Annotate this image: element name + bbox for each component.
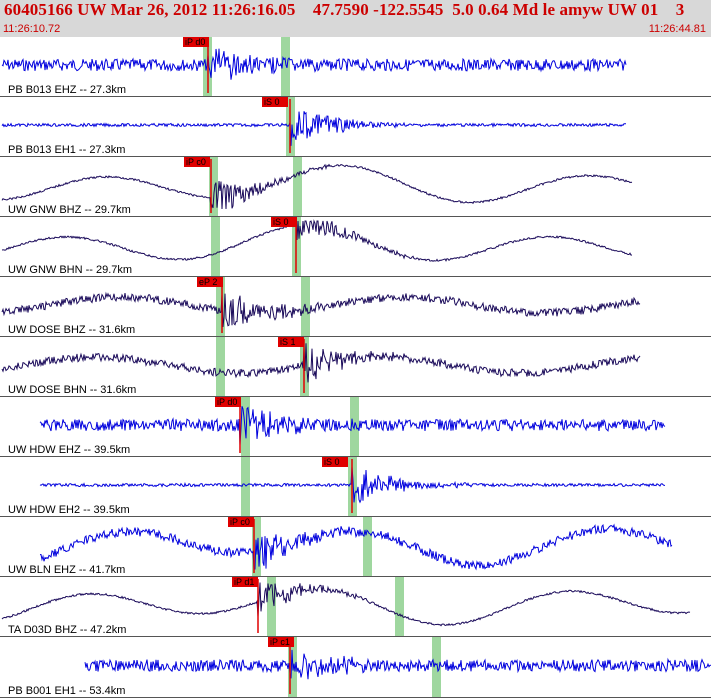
station-label: TA D03D BHZ -- 47.2km	[8, 624, 126, 636]
waveform	[1, 582, 691, 627]
station-label: PB B001 EH1 -- 53.4km	[8, 685, 125, 697]
pick-label: iP d1	[234, 577, 254, 587]
pick-label: iS 0	[273, 217, 289, 227]
pick-label: iP c0	[186, 157, 206, 167]
pick-label-box[interactable]	[228, 517, 254, 527]
pick-window	[241, 397, 250, 456]
station-label: UW HDW EH2 -- 39.5km	[8, 504, 130, 516]
waveform	[39, 406, 666, 446]
waveform	[1, 163, 633, 210]
pick-label-box[interactable]	[215, 397, 241, 407]
trace-panel[interactable]: iS 1 UW DOSE BHN -- 31.6km	[0, 337, 711, 397]
station-label: PB B013 EH1 -- 27.3km	[8, 144, 125, 156]
pick-label-box[interactable]	[184, 157, 210, 167]
end-time-label: 11:26:44.81	[648, 23, 706, 35]
pick-label: iP c1	[270, 637, 290, 647]
event-title: 60405166 UW Mar 26, 2012 11:26:16.05 47.…	[4, 0, 685, 19]
trace-panel[interactable]: iS 0 UW GNW BHN -- 29.7km	[0, 217, 711, 277]
pick-label-box[interactable]	[262, 97, 288, 107]
waveform	[1, 343, 641, 383]
pick-label-box[interactable]	[322, 457, 348, 467]
trace-panel[interactable]: iP d1 TA D03D BHZ -- 47.2km	[0, 577, 711, 637]
pick-label-box[interactable]	[271, 217, 297, 227]
waveform	[1, 111, 627, 146]
pick-window	[293, 157, 302, 216]
pick-window	[267, 577, 276, 636]
station-label: UW DOSE BHN -- 31.6km	[8, 384, 136, 396]
pick-label: iS 0	[264, 97, 280, 107]
pick-label: eP 2	[199, 277, 217, 287]
trace-panel[interactable]: iP c0 UW GNW BHZ -- 29.7km	[0, 157, 711, 217]
pick-label-box[interactable]	[197, 277, 223, 287]
start-time-label: 11:26:10.72	[3, 23, 61, 35]
trace-panel[interactable]: iP d0 UW HDW EHZ -- 39.5km	[0, 397, 711, 457]
pick-window	[209, 157, 218, 216]
pick-label: iP d0	[217, 397, 237, 407]
station-label: UW GNW BHN -- 29.7km	[8, 264, 132, 276]
waveform	[1, 48, 627, 80]
station-label: UW HDW EHZ -- 39.5km	[8, 444, 130, 456]
header-bar: 60405166 UW Mar 26, 2012 11:26:16.05 47.…	[0, 0, 711, 37]
station-label: PB B013 EHZ -- 27.3km	[8, 84, 126, 96]
waveform	[1, 219, 633, 262]
pick-window	[395, 577, 404, 636]
waveform	[39, 523, 673, 571]
waveform	[1, 291, 641, 328]
pick-label: iP d0	[185, 37, 205, 47]
pick-window	[216, 277, 225, 336]
trace-panel[interactable]: eP 2 UW DOSE BHZ -- 31.6km	[0, 277, 711, 337]
waveform	[84, 649, 711, 680]
pick-label: iS 0	[324, 457, 340, 467]
pick-window	[363, 517, 372, 576]
pick-label-box[interactable]	[278, 337, 304, 347]
trace-panel[interactable]: iP c0 UW BLN EHZ -- 41.7km	[0, 517, 711, 577]
station-label: UW GNW BHZ -- 29.7km	[8, 204, 131, 216]
trace-panel[interactable]: iP d0 PB B013 EHZ -- 27.3km	[0, 37, 711, 97]
station-label: UW BLN EHZ -- 41.7km	[8, 564, 125, 576]
pick-window	[281, 37, 290, 96]
pick-label-box[interactable]	[268, 637, 294, 647]
trace-panel[interactable]: iP c1 PB B001 EH1 -- 53.4km	[0, 637, 711, 698]
station-label: UW DOSE BHZ -- 31.6km	[8, 324, 135, 336]
pick-label-box[interactable]	[232, 577, 258, 587]
seismogram-panel[interactable]: iP d0 PB B013 EHZ -- 27.3km iS 0 PB B013 EH…	[0, 37, 711, 698]
pick-label: iS 1	[280, 337, 296, 347]
pick-label: iP c0	[230, 517, 250, 527]
trace-panel[interactable]: iS 0 PB B013 EH1 -- 27.3km	[0, 97, 711, 157]
pick-window	[211, 217, 220, 276]
pick-label-box[interactable]	[183, 37, 209, 47]
trace-panel[interactable]: iS 0 UW HDW EH2 -- 39.5km	[0, 457, 711, 517]
pick-window	[432, 637, 441, 697]
pick-window	[241, 457, 250, 516]
pick-window	[216, 337, 225, 396]
